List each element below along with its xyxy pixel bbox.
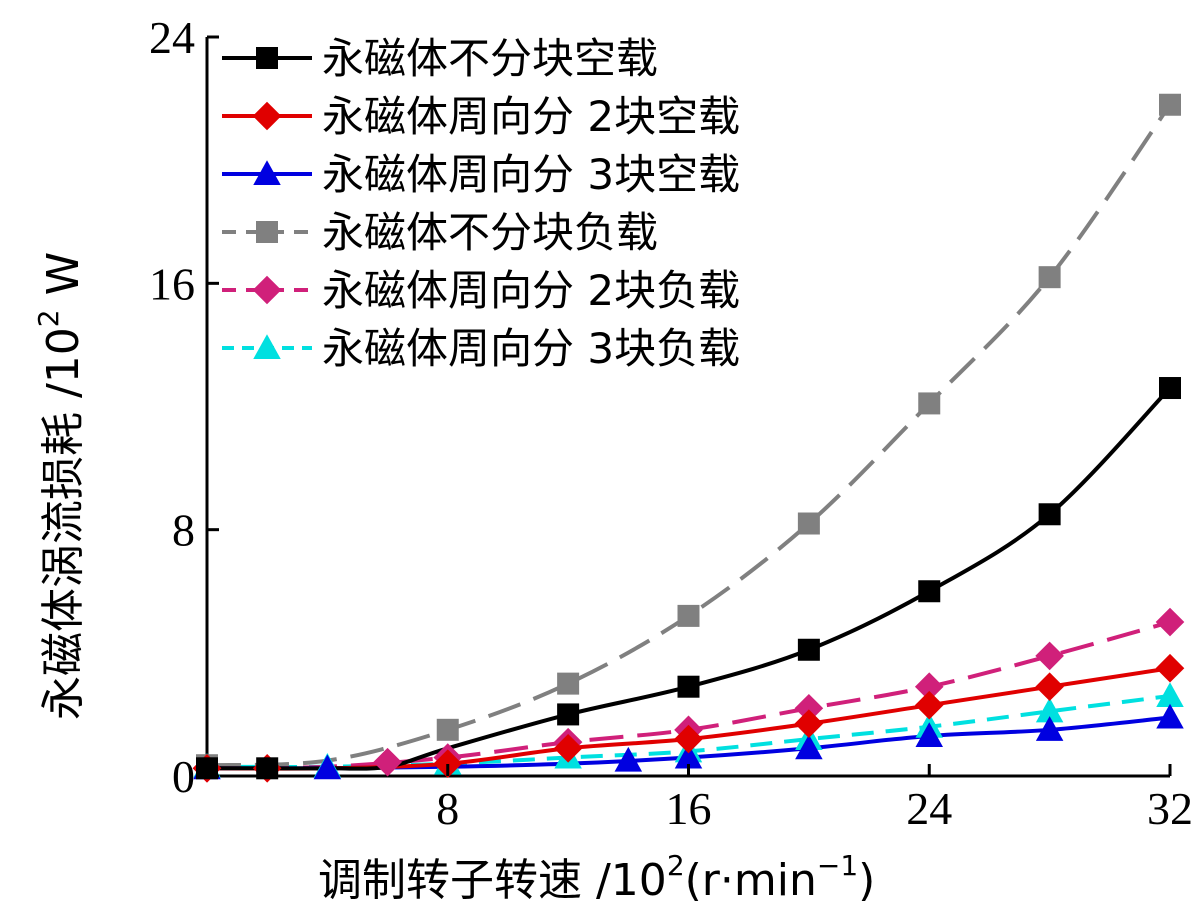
y-tick-label: 0 <box>172 751 195 802</box>
data-point <box>677 675 700 698</box>
data-point <box>433 749 463 778</box>
data-point <box>677 604 700 627</box>
data-point <box>1035 697 1064 723</box>
x-tick-label: 16 <box>666 783 712 834</box>
y-tick-label: 16 <box>149 258 195 309</box>
data-point <box>797 638 820 661</box>
data-point <box>614 746 643 772</box>
data-point <box>674 724 703 754</box>
data-point <box>918 392 941 415</box>
series-markers <box>192 93 1185 783</box>
data-point <box>794 709 824 738</box>
legend-marker <box>256 47 278 69</box>
x-tick-label: 8 <box>436 783 459 834</box>
data-point <box>557 672 580 695</box>
legend-marker <box>252 101 282 131</box>
data-point <box>1159 93 1181 116</box>
legend-marker <box>252 275 282 305</box>
legend-label: 永磁体不分块负载 <box>322 208 658 257</box>
y-tick-label: 24 <box>149 12 195 63</box>
data-point <box>1159 377 1181 400</box>
x-tick-label: 32 <box>1147 783 1193 834</box>
legend-marker <box>253 160 281 185</box>
x-tick-label: 24 <box>906 783 952 834</box>
data-point <box>553 733 583 763</box>
data-point <box>1035 672 1064 702</box>
legend-label: 永磁体周向分 2块负载 <box>322 266 740 315</box>
data-point <box>1035 716 1064 741</box>
data-point <box>914 672 944 702</box>
legend-label: 永磁体周向分 3块负载 <box>322 324 740 373</box>
data-point <box>557 703 580 726</box>
series-lines <box>206 103 1172 771</box>
data-point <box>797 512 820 535</box>
series-line-6 <box>206 693 1171 769</box>
data-point <box>436 718 459 741</box>
data-point <box>1038 503 1061 526</box>
data-point <box>1156 682 1184 707</box>
data-point <box>373 747 402 777</box>
data-point <box>914 690 944 720</box>
data-point <box>256 757 279 780</box>
data-point <box>1035 641 1064 671</box>
data-point <box>1156 703 1184 729</box>
legend-label: 永磁体周向分 2块空载 <box>322 92 740 141</box>
data-point <box>196 757 218 780</box>
legend-label: 永磁体周向分 3块空载 <box>322 150 740 199</box>
data-point <box>918 580 941 603</box>
data-point <box>1155 653 1185 683</box>
axis-ticks: 0 8 16 24 8 16 24 32 <box>149 12 1193 834</box>
series-line-4 <box>206 103 1172 768</box>
data-point <box>1155 607 1185 637</box>
data-point <box>794 693 824 723</box>
plot-frame <box>205 37 1172 778</box>
data-point <box>795 734 823 760</box>
data-point <box>915 722 943 747</box>
y-tick-label: 8 <box>172 505 195 556</box>
data-point <box>313 754 342 780</box>
data-point <box>1038 266 1061 289</box>
legend-label: 永磁体不分块空载 <box>322 34 658 83</box>
x-axis-title: 调制转子转速 /102(r·min−1) <box>318 849 875 906</box>
data-point <box>674 743 703 769</box>
legend-marker <box>256 221 278 243</box>
legend-marker <box>253 334 281 359</box>
y-axis-title: 永磁体涡流损耗 /102 W <box>32 252 89 720</box>
series-line-1 <box>207 386 1172 771</box>
